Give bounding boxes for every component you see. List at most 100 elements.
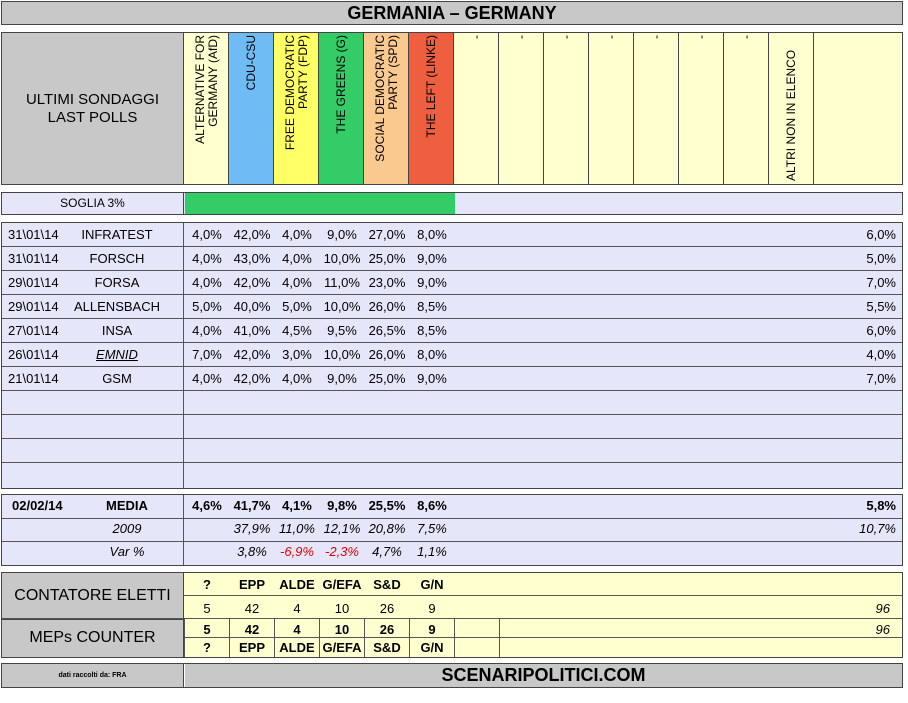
party-column-10: - [634,33,679,184]
party-column-0: ALTERNATIVE FOR GERMANY (AfD) [184,33,229,184]
meps-group: S&D [373,640,401,655]
meps-seats: 5 [203,622,211,637]
poll-date: 29\01\14 [8,275,59,290]
summary-value: 9,8% [327,498,357,513]
summary-value: 8,6% [417,498,447,513]
poll-value: 8,0% [417,227,447,242]
summary-value: 4,1% [282,498,312,513]
summary-value: 25,5% [368,498,406,513]
summary-value: 20,8% [368,521,406,536]
meps-group: EPP [238,640,265,655]
party-name-13: ALTRI NON IN ELENCO [784,41,798,181]
polls-label-cell: ULTIMI SONDAGGI LAST POLLS [2,33,184,184]
header-label-line2: LAST POLLS [47,109,138,126]
poll-value: 42,0% [233,347,271,362]
party-columns: ALTERNATIVE FOR GERMANY (AfD) CDU-CSU FREE … [184,33,902,184]
source-cell: dati raccolti da: FRA [2,664,184,687]
poll-value: 8,0% [417,347,447,362]
col-divider [319,619,320,657]
col-divider [364,619,365,657]
col-divider [229,619,230,657]
party-column-3: THE GREENS (G) [319,33,364,184]
party-column-11: - [679,33,724,184]
poll-value: 4,0% [282,275,312,290]
summary-label: 2009 [112,521,142,536]
summary-value: 11,0% [279,521,315,536]
meps-seats: 26 [379,622,395,637]
party-name-0: ALTERNATIVE FOR GERMANY (AfD) [193,35,220,175]
summary-value: 7,5% [417,521,447,536]
poll-date: 29\01\14 [8,299,59,314]
summary-value: 12,1% [323,521,361,536]
party-name-line: PARTY (SPD) [385,35,400,110]
party-name-line: - [739,35,753,39]
poll-value: 4,0% [192,251,222,266]
poll-other: 7,0% [866,371,896,386]
poll-value: 4,0% [282,251,312,266]
party-column-2: FREE DEMOCRATIC PARTY (FDP) [274,33,319,184]
row-divider [2,342,902,343]
poll-value: 26,0% [368,299,406,314]
counter-seats: 4 [293,601,301,616]
party-name-line: - [649,35,663,39]
poll-value: 9,5% [327,323,357,338]
poll-value: 42,0% [233,371,271,386]
site-link[interactable]: SCENARIPOLITICI.COM [441,665,646,685]
threshold-bar [185,193,455,214]
col-divider [274,619,275,657]
party-name-6: - [469,35,483,175]
summary-row-var: Var % 3,8% -6,9% -2,3% 4,7% 1,1% [2,541,902,564]
meps-group: ? [203,640,211,655]
party-column-1: CDU-CSU [229,33,274,184]
poll-value: 9,0% [417,275,447,290]
poll-value: 4,5% [282,323,312,338]
poll-date: 31\01\14 [8,251,59,266]
party-name-2: FREE DEMOCRATIC PARTY (FDP) [282,35,310,175]
poll-other: 7,0% [866,275,896,290]
party-column-4: SOCIAL DEMOCRATIC PARTY (SPD) [364,33,409,184]
poll-value: 4,0% [282,371,312,386]
summary-value: 41,7% [233,498,271,513]
row-divider [2,366,902,367]
poll-value: 10,0% [323,299,361,314]
poll-row: 31\01\14 INFRATEST 4,0% 42,0% 4,0% 9,0% 27,0% 8… [2,223,902,247]
counter-seats: 42 [244,601,260,616]
poll-value: 4,0% [282,227,312,242]
poll-institute: FORSA [94,275,140,290]
party-name-line: ALTRI NON IN ELENCO [784,49,798,181]
counter-group: G/EFA [322,577,362,592]
summary-value: -2,3% [325,544,359,559]
poll-institute: INFRATEST [81,227,153,242]
poll-value: 40,0% [233,299,271,314]
poll-value: 41,0% [233,323,271,338]
party-name-11: - [694,35,708,175]
poll-value: 10,0% [323,347,361,362]
poll-value: 5,0% [282,299,312,314]
counter-seats: 9 [428,601,436,616]
party-name-line: THE GREENS (G) [334,35,348,134]
party-name-line: CDU-CSU [244,35,258,91]
poll-value: 25,0% [368,371,406,386]
row-divider [2,270,902,271]
row-divider [2,318,902,319]
counter-group: G/N [420,577,444,592]
poll-value: 27,0% [368,227,406,242]
col-divider [409,619,410,657]
poll-row: 31\01\14 FORSCH 4,0% 43,0% 4,0% 10,0% 25,0% 9,0… [2,247,902,271]
party-name-line: FREE DEMOCRATIC [282,35,297,151]
poll-value: 3,0% [282,347,312,362]
poll-date: 26\01\14 [8,347,59,362]
poll-value: 4,0% [192,227,222,242]
summary-date: 02/02/14 [12,498,63,513]
poll-value: 8,5% [417,299,447,314]
summary-value: 1,1% [417,544,447,559]
poll-row: 21\01\14 GSM 4,0% 42,0% 4,0% 9,0% 25,0% 9,0% 7,0… [2,367,902,391]
poll-date: 27\01\14 [8,323,59,338]
party-name-line: - [514,35,528,39]
source-text: dati raccolti da: FRA [58,672,127,679]
row-divider [2,618,902,619]
poll-value: 25,0% [368,251,406,266]
party-column-7: - [499,33,544,184]
polls-table: 31\01\14 INFRATEST 4,0% 42,0% 4,0% 9,0% 27,0% 8… [1,222,903,489]
poll-other: 5,0% [866,251,896,266]
